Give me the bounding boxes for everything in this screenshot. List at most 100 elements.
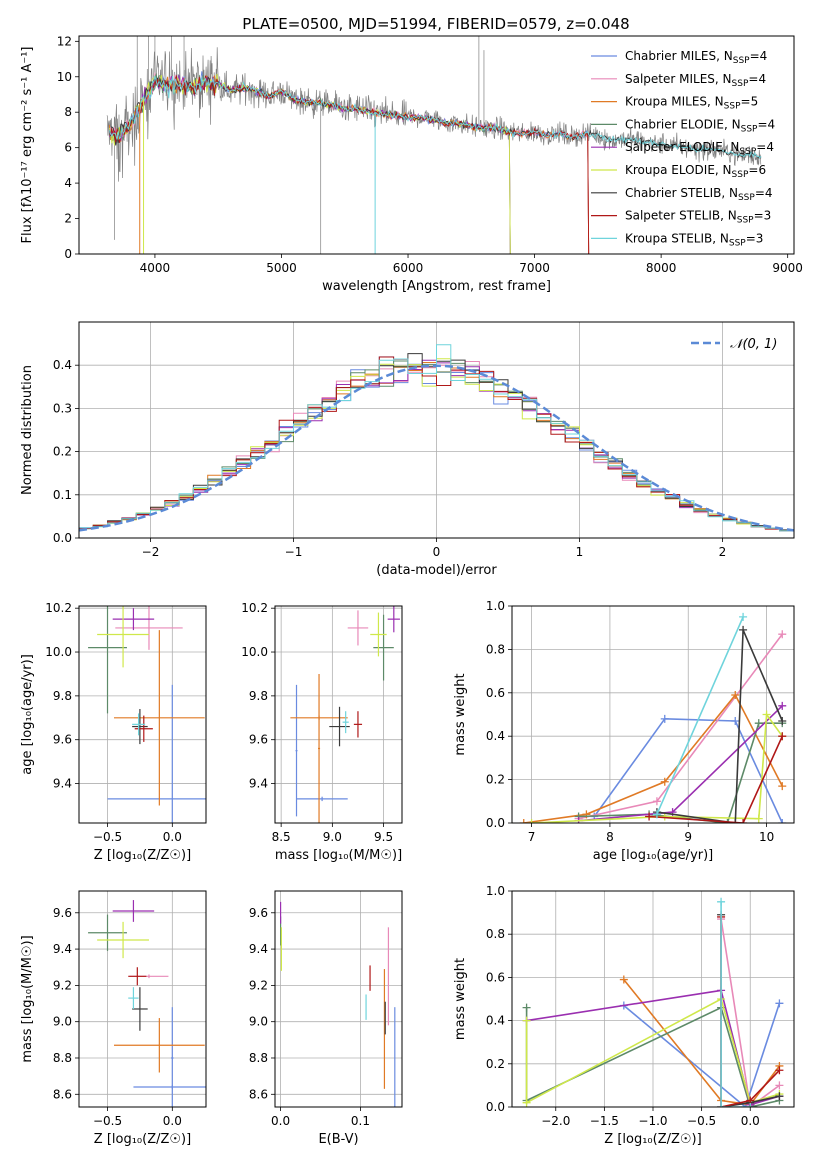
y-tick-label: 12 [57,34,72,48]
y-tick-label: 1.0 [486,599,505,613]
x-tick-label: 9.5 [374,830,393,844]
y-axis-label: age [log₁₀(age/yr)] [20,654,35,775]
weight-marker [731,717,740,726]
weight-marker [519,819,528,823]
y-tick-label: 1.0 [486,884,505,898]
y-tick-label: 0.2 [486,1057,505,1071]
y-tick-label: 10.2 [241,601,268,615]
weight-line [720,901,751,1107]
legend-entry: Chabrier MILES, NSSP=4 [625,49,767,66]
weight-marker [775,999,784,1008]
y-tick-label: 2 [64,212,72,226]
legend-entry: Salpeter MILES, NSSP=4 [625,72,766,89]
y-tick-label: 9.4 [53,942,72,956]
x-axis-label: age [log₁₀(age/yr)] [593,848,714,863]
weight-marker [775,1092,784,1101]
weight-marker [522,1016,531,1025]
legend-entry: Chabrier ELODIE, NSSP=4 [625,117,775,134]
spectrum-panel: 4000 5000 6000 7000 8000 9000 0 2 4 6 8 10 12 wavelen… [20,34,803,294]
weight-marker [717,897,726,906]
x-tick-label: 4000 [140,261,171,275]
y-tick-label: 10 [57,70,72,84]
normal-pdf-curve [79,364,794,532]
x-tick-label: 0 [433,545,441,559]
x-tick-label: 0.1 [351,1114,370,1128]
y-axis-label: mass weight [453,958,468,1040]
y-tick-label: 0.2 [53,445,72,459]
y-axis-label: Flux [fλ10⁻¹⁷ erg cm⁻² s⁻¹ A⁻¹] [20,47,35,244]
y-tick-label: 0.4 [486,729,505,743]
age-vs-Z-panel: −0.5 0.0 9.4 9.6 9.8 10.0 10.2 Z [log₁₀(Z/Z☉)] a… [20,601,207,863]
x-tick-label: 6000 [393,261,424,275]
y-tick-label: 0.6 [486,970,505,984]
weight-line [649,735,784,823]
y-tick-label: 9.8 [53,689,72,703]
axes-frame [511,890,795,1108]
y-axis-label: mass weight [453,673,468,755]
y-tick-label: 9.2 [53,978,72,992]
figure-title: PLATE=0500, MJD=51994, FIBERID=0579, z=0… [242,15,629,33]
axes-frame [78,605,207,824]
y-tick-label: 9.6 [53,733,72,747]
weight-marker [778,732,787,741]
x-tick-label: −2.0 [541,1114,570,1128]
legend-entry: 𝒩(0, 1) [730,337,777,352]
y-tick-label: 4 [64,176,72,190]
weight-marker [778,701,787,710]
x-axis-label: (data-model)/error [376,563,497,578]
x-tick-label: 8 [606,830,614,844]
x-tick-label: 8000 [646,261,677,275]
weight-marker [775,1081,784,1090]
y-tick-label: 9.4 [249,777,268,791]
y-tick-label: 0 [64,247,72,261]
weight-line [623,1003,781,1107]
y-tick-label: 9.4 [249,942,268,956]
y-tick-label: 0.4 [486,1014,505,1028]
axes-frame [274,890,403,1108]
weight-line [656,629,784,823]
x-tick-label: 7 [528,830,536,844]
weight-marker [739,625,748,634]
legend-entry: Salpeter STELIB, NSSP=3 [625,209,771,226]
x-tick-label: −1 [285,545,303,559]
x-axis-label: wavelength [Angstrom, rest frame] [322,279,551,294]
legend-entry: Kroupa ELODIE, NSSP=6 [625,163,766,180]
y-tick-label: 0.0 [486,816,505,830]
y-tick-label: 0.6 [486,686,505,700]
weight-vs-age-panel: 7 8 9 10 0.0 0.2 0.4 0.6 0.8 1.0 age [log₁₀(age/yr… [453,599,795,863]
x-axis-label: Z [log₁₀(Z/Z☉)] [94,1132,191,1147]
x-tick-label: 0.0 [163,1114,182,1128]
y-tick-label: 9.8 [249,689,268,703]
weight-line [526,989,780,1106]
legend-entry: Chabrier STELIB, NSSP=4 [625,186,773,203]
x-tick-label: 7000 [519,261,550,275]
x-tick-label: −2 [142,545,160,559]
weight-marker [619,975,628,984]
weight-marker [778,782,787,791]
weight-marker [778,630,787,639]
y-tick-label: 9.6 [249,906,268,920]
y-tick-label: 9.0 [53,1015,72,1029]
weight-line [656,616,744,815]
weight-marker [723,819,732,823]
y-tick-label: 0.8 [486,927,505,941]
weight-marker [746,1103,755,1107]
x-tick-label: 9 [684,830,692,844]
x-tick-label: 9.0 [323,830,342,844]
x-axis-label: Z [log₁₀(Z/Z☉)] [604,1132,701,1147]
weight-marker [762,710,771,719]
x-axis-label: E(B-V) [318,1132,358,1147]
weight-marker [775,1066,784,1075]
weight-marker [717,1103,726,1107]
y-tick-label: 0.2 [486,773,505,787]
weight-marker [731,819,740,823]
y-axis-label: Normed distribution [20,365,35,495]
age-vs-mass-panel: 8.5 9.0 9.5 9.4 9.6 9.8 10.0 10.2 mass [log₁₀(M/… [241,601,403,863]
y-tick-label: 9.6 [53,906,72,920]
weight-marker [527,819,536,823]
y-tick-label: 8.6 [53,1087,72,1101]
x-axis-label: mass [log₁₀(M/M☉)] [275,848,402,863]
x-tick-label: 0.0 [741,1114,760,1128]
residuals-panel: −2 −1 0 1 2 0.0 0.1 0.2 0.3 0.4 (data-model)/error… [20,321,795,578]
